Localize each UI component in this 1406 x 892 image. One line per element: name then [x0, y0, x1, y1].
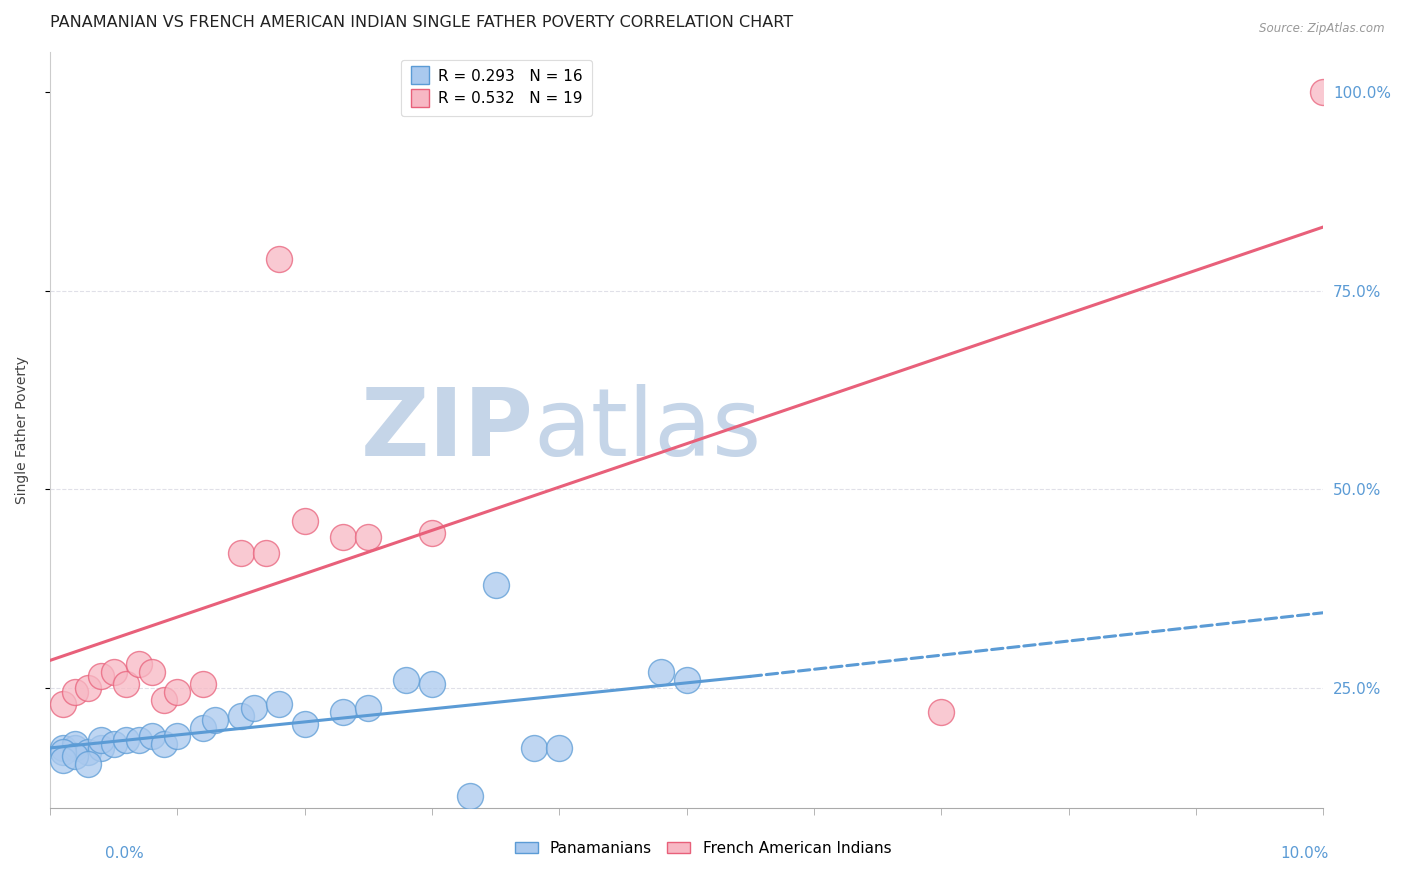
Point	[103, 737, 125, 751]
Point	[65, 741, 87, 756]
Point	[65, 748, 87, 763]
Text: PANAMANIAN VS FRENCH AMERICAN INDIAN SINGLE FATHER POVERTY CORRELATION CHART: PANAMANIAN VS FRENCH AMERICAN INDIAN SIN…	[49, 15, 793, 30]
Text: 0.0%: 0.0%	[105, 847, 145, 861]
Point	[267, 697, 290, 711]
Text: 10.0%: 10.0%	[1281, 847, 1329, 861]
Point	[141, 729, 163, 743]
Point	[357, 530, 380, 544]
Point	[294, 717, 316, 731]
Text: atlas: atlas	[534, 384, 762, 475]
Point	[65, 737, 87, 751]
Point	[115, 733, 138, 747]
Point	[52, 745, 75, 759]
Point	[90, 669, 112, 683]
Point	[357, 701, 380, 715]
Point	[77, 681, 100, 696]
Point	[420, 526, 443, 541]
Point	[115, 677, 138, 691]
Point	[128, 733, 150, 747]
Point	[77, 745, 100, 759]
Point	[166, 685, 188, 699]
Point	[458, 789, 481, 803]
Point	[128, 657, 150, 672]
Point	[1312, 85, 1334, 99]
Point	[103, 665, 125, 680]
Point	[90, 741, 112, 756]
Legend: R = 0.293   N = 16, R = 0.532   N = 19: R = 0.293 N = 16, R = 0.532 N = 19	[401, 60, 592, 116]
Point	[52, 753, 75, 767]
Point	[52, 741, 75, 756]
Point	[166, 729, 188, 743]
Point	[420, 677, 443, 691]
Point	[65, 685, 87, 699]
Point	[153, 737, 176, 751]
Text: Source: ZipAtlas.com: Source: ZipAtlas.com	[1260, 22, 1385, 36]
Point	[650, 665, 672, 680]
Point	[929, 705, 952, 719]
Point	[548, 741, 571, 756]
Y-axis label: Single Father Poverty: Single Father Poverty	[15, 356, 30, 504]
Point	[267, 252, 290, 266]
Point	[229, 546, 252, 560]
Point	[332, 530, 354, 544]
Point	[191, 721, 214, 735]
Point	[675, 673, 697, 688]
Point	[395, 673, 418, 688]
Point	[294, 514, 316, 528]
Point	[523, 741, 546, 756]
Point	[90, 733, 112, 747]
Legend: Panamanians, French American Indians: Panamanians, French American Indians	[509, 835, 897, 862]
Point	[204, 713, 226, 727]
Point	[77, 756, 100, 771]
Point	[484, 578, 506, 592]
Point	[229, 709, 252, 723]
Point	[191, 677, 214, 691]
Point	[242, 701, 264, 715]
Point	[52, 697, 75, 711]
Text: ZIP: ZIP	[361, 384, 534, 475]
Point	[254, 546, 277, 560]
Point	[153, 693, 176, 707]
Point	[141, 665, 163, 680]
Point	[332, 705, 354, 719]
